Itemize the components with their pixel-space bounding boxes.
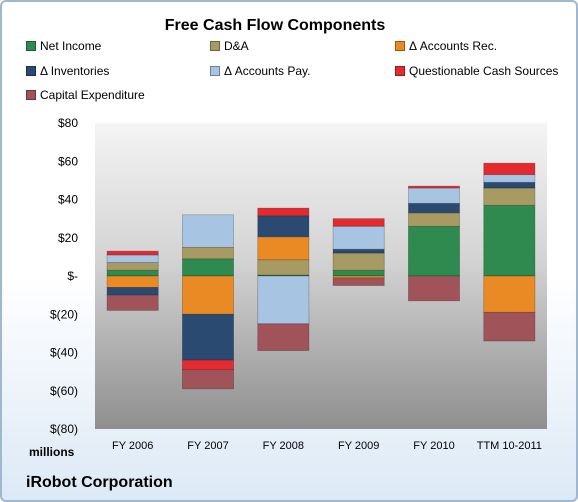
legend-swatch bbox=[26, 41, 36, 51]
bar-segment bbox=[407, 225, 461, 277]
bar-segment bbox=[483, 204, 536, 277]
legend-label: Δ Accounts Pay. bbox=[224, 64, 311, 78]
bar-segment bbox=[407, 187, 461, 204]
bar-segment bbox=[332, 248, 385, 254]
bar-segment bbox=[483, 275, 536, 313]
legend-label: Δ Inventories bbox=[40, 64, 110, 78]
legend-item-accounts-rec: Δ Accounts Rec. bbox=[395, 39, 497, 53]
bar-segment bbox=[483, 162, 536, 176]
bar-segment bbox=[257, 323, 310, 351]
legend-swatch bbox=[395, 66, 405, 76]
x-tick-label: TTM 10-2011 bbox=[477, 440, 542, 452]
bar-segment bbox=[257, 236, 310, 261]
y-tick-label: $(60) bbox=[50, 384, 78, 398]
y-tick-label: $60 bbox=[58, 154, 78, 168]
legend-item-da: D&A bbox=[210, 39, 249, 53]
bar-segment bbox=[106, 254, 159, 264]
bar-segment bbox=[483, 311, 536, 342]
bar-segment bbox=[106, 250, 159, 256]
legend-swatch bbox=[395, 41, 405, 51]
bar-segment bbox=[181, 214, 235, 248]
legend-item-questionable-cash: Questionable Cash Sources bbox=[395, 64, 558, 78]
unit-label: millions bbox=[29, 445, 75, 459]
plot-background bbox=[95, 123, 547, 429]
legend-label: Capital Expenditure bbox=[40, 88, 145, 102]
y-tick-label: $40 bbox=[58, 193, 78, 207]
bar-segment bbox=[483, 174, 536, 183]
bar-segment bbox=[257, 275, 310, 325]
y-tick-label: $(20) bbox=[50, 307, 78, 321]
bar-segment bbox=[181, 275, 235, 315]
bar-segment bbox=[483, 187, 536, 206]
legend-item-inventories: Δ Inventories bbox=[26, 64, 109, 78]
x-tick-label: FY 2010 bbox=[413, 440, 454, 452]
bar-segment bbox=[106, 269, 159, 277]
legend-swatch bbox=[26, 90, 36, 100]
legend-label: Questionable Cash Sources bbox=[409, 64, 559, 78]
legend-swatch bbox=[26, 66, 36, 76]
bar-segment bbox=[332, 218, 385, 227]
legend-swatch bbox=[210, 41, 220, 51]
bar-segment bbox=[483, 181, 536, 189]
legend-label: D&A bbox=[224, 39, 249, 53]
bar-segment bbox=[181, 359, 235, 371]
bar-segment bbox=[257, 207, 310, 217]
chart-title: Free Cash Flow Components bbox=[164, 17, 386, 34]
x-tick-label: FY 2006 bbox=[112, 440, 153, 452]
bar-segment bbox=[257, 215, 310, 238]
legend-item-net-income: Net Income bbox=[26, 39, 101, 53]
legend-item-capex: Capital Expenditure bbox=[26, 88, 145, 102]
legend-swatch bbox=[210, 66, 220, 76]
bar-segment bbox=[332, 225, 385, 250]
x-tick-label: FY 2009 bbox=[338, 440, 379, 452]
bar-segment bbox=[181, 258, 235, 277]
legend-label: Δ Accounts Rec. bbox=[409, 39, 498, 53]
bar-segment bbox=[407, 202, 461, 214]
bar-segment bbox=[257, 259, 310, 276]
y-tick-label: $(80) bbox=[50, 422, 78, 436]
company-label: iRobot Corporation bbox=[26, 474, 173, 491]
y-tick-label: $80 bbox=[58, 116, 78, 130]
y-tick-label: $- bbox=[67, 269, 78, 283]
bar-segment bbox=[332, 252, 385, 271]
bar-segment bbox=[106, 294, 159, 311]
bar-segment bbox=[407, 185, 461, 189]
bar-segment bbox=[181, 369, 235, 390]
plot-area: $80 $60 $40 $20 $- $(20) $(40) $(60) $(80) FY 20… bbox=[50, 116, 547, 452]
legend-item-accounts-pay: Δ Accounts Pay. bbox=[210, 64, 311, 78]
bar-segment bbox=[106, 262, 159, 271]
x-tick-label: FY 2008 bbox=[263, 440, 304, 452]
bar-segment bbox=[106, 275, 159, 288]
bar-segment bbox=[332, 277, 385, 286]
bar-segment bbox=[106, 287, 159, 296]
legend-label: Net Income bbox=[40, 39, 102, 53]
bar-segment bbox=[407, 275, 461, 302]
y-tick-label: $(40) bbox=[50, 346, 78, 360]
x-tick-label: FY 2007 bbox=[187, 440, 228, 452]
bar-segment bbox=[407, 212, 461, 227]
y-tick-label: $20 bbox=[58, 231, 78, 245]
bar-segment bbox=[181, 246, 235, 260]
bar-segment bbox=[332, 269, 385, 277]
bar-segment bbox=[181, 313, 235, 361]
